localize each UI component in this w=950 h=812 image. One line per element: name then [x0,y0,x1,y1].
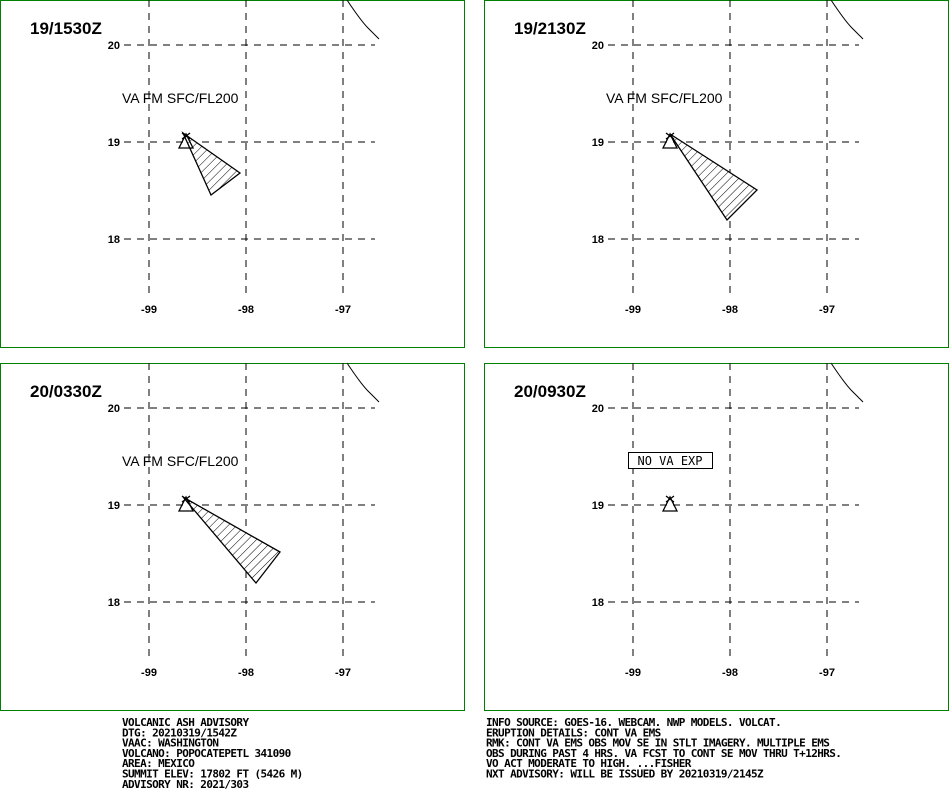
lon-tick-label: -97 [335,304,351,316]
valid-time: 20/0330Z [30,382,102,401]
valid-time: 20/0930Z [514,382,586,401]
lon-tick-label: -99 [625,304,641,316]
volcano-symbol [177,495,195,512]
advisory-line: VOLCANO: POPOCATEPETL 341090 [122,747,291,760]
panel-border [484,363,949,711]
coastline [346,0,380,40]
advisory-line: ADVISORY NR: 2021/303 [122,778,248,791]
advisory-line: NXT ADVISORY: WILL BE ISSUED BY 20210319… [486,768,764,781]
advisory-line: SUMMIT ELEV: 17802 FT (5426 M) [122,768,303,781]
lat-tick-label: 19 [108,137,120,149]
lat-tick-label: 20 [108,40,120,52]
lat-tick-label: 20 [108,403,120,415]
map-panel: -99 -98 -97 20 19 18 19/2130Z VA FM SFC/FL200 [484,0,949,348]
advisory-line: DTG: 20210319/1542Z [122,726,237,739]
ash-label: NO VA EXP [637,454,702,468]
lon-tick-label: -99 [141,667,157,679]
panel-border [0,363,465,711]
lat-tick-label: 18 [592,234,604,246]
valid-time: 19/1530Z [30,19,102,38]
lat-tick-label: 18 [108,597,120,609]
volcano-symbol [177,132,195,149]
lon-tick-label: -98 [722,667,738,679]
lon-tick-label: -98 [238,667,254,679]
advisory-line: VO ACT MODERATE TO HIGH. ...FISHER [486,757,692,770]
ash-label: VA FM SFC/FL200 [606,90,723,106]
map-panel: -99 -98 -97 20 19 18 20/0330Z VA FM SFC/FL200 [0,362,465,711]
advisory-line: OBS DURING PAST 4 HRS. VA FCST TO CONT S… [486,747,841,760]
ash-area [182,496,281,585]
lat-tick-label: 18 [592,597,604,609]
panel-border [484,0,949,348]
lon-tick-label: -98 [722,304,738,316]
ash-area [181,131,242,197]
lon-tick-label: -99 [625,667,641,679]
map-panel: -99 -98 -97 20 19 18 20/0930Z NO VA EXP [484,362,949,711]
valid-time: 19/2130Z [514,19,586,38]
lon-tick-label: -97 [819,667,835,679]
lon-tick-label: -98 [238,304,254,316]
volcano-symbol [661,495,679,512]
coastline [346,362,380,403]
lon-tick-label: -97 [819,304,835,316]
volcano-symbol [661,132,679,149]
advisory-line: AREA: MEXICO [122,757,195,770]
lat-tick-label: 19 [592,500,604,512]
ash-label: VA FM SFC/FL200 [122,453,239,469]
lon-tick-label: -99 [141,304,157,316]
label-box [628,452,713,469]
lon-tick-label: -97 [335,667,351,679]
advisory-line: ERUPTION DETAILS: CONT VA EMS [486,726,661,739]
lat-tick-label: 19 [108,500,120,512]
ash-label: VA FM SFC/FL200 [122,90,239,106]
ash-area [669,133,759,222]
lat-tick-label: 20 [592,40,604,52]
advisory-line: VOLCANIC ASH ADVISORY [122,716,249,729]
lat-tick-label: 20 [592,403,604,415]
coastline [830,362,864,403]
lat-tick-label: 19 [592,137,604,149]
advisory-line: INFO SOURCE: GOES-16. WEBCAM. NWP MODELS… [486,716,781,729]
advisory-line: RMK: CONT VA EMS OBS MOV SE IN STLT IMAG… [486,737,829,750]
lat-tick-label: 18 [108,234,120,246]
coastline [830,0,864,40]
panel-border [0,0,465,348]
advisory-line: VAAC: WASHINGTON [122,737,218,750]
map-panel: -99 -98 -97 20 19 18 19/1530Z VA FM SFC/FL200 [0,0,465,348]
